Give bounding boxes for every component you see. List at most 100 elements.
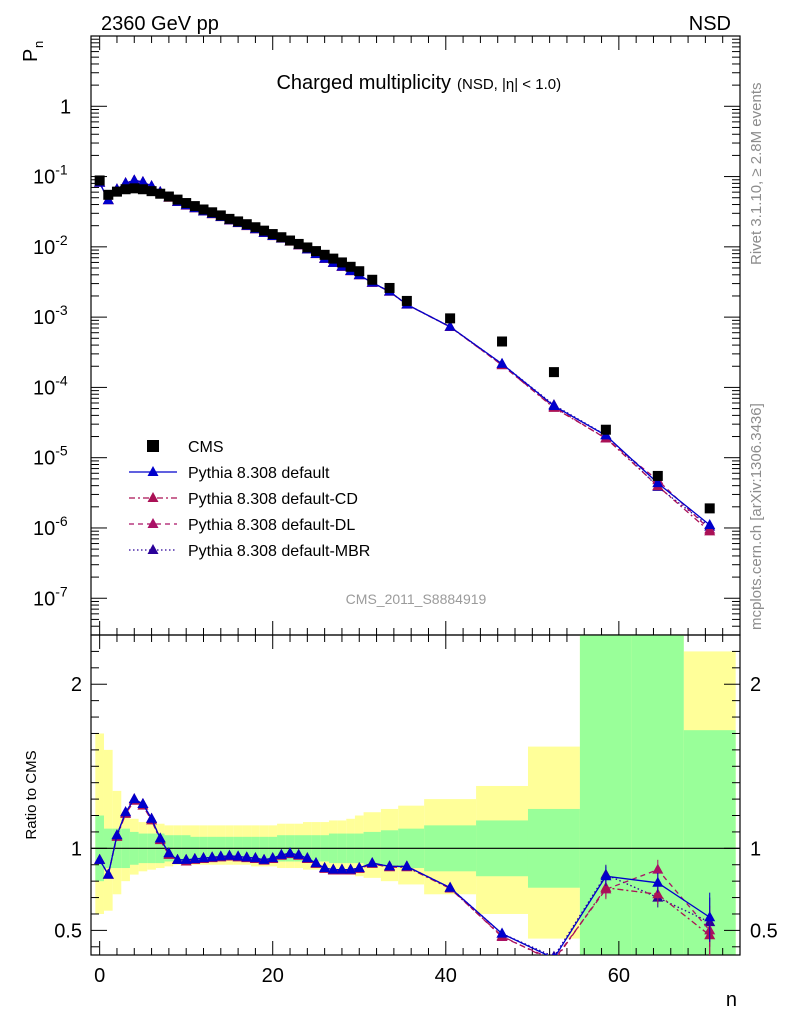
- cms-point: [497, 336, 508, 347]
- ratio-marker: [249, 852, 261, 863]
- cms-point: [233, 216, 244, 227]
- header-left: 2360 GeV pp: [101, 13, 219, 35]
- analysis-id: CMS_2011_S8884919: [346, 591, 487, 607]
- main-plot: 10-7 10-6 10-5 10-4 10-3 10-2 10-1 1: [33, 35, 741, 649]
- title: Charged multiplicity: [276, 72, 451, 94]
- series-marker: [652, 477, 664, 488]
- ratio-marker: [600, 881, 612, 892]
- series-marker: [444, 320, 456, 331]
- y-tick-label: 10-1: [33, 162, 68, 189]
- ratio-tick-label-left: 1: [71, 838, 82, 860]
- legend-swatch: [147, 544, 159, 554]
- cms-point: [319, 249, 330, 260]
- cms-point: [328, 253, 339, 264]
- legend-label: Pythia 8.308 default-DL: [188, 517, 355, 534]
- ratio-marker: [704, 911, 716, 922]
- series-marker: [704, 519, 716, 530]
- ratio-marker: [258, 853, 270, 864]
- cms-point: [336, 257, 347, 268]
- y-axis-title: P n: [20, 41, 46, 62]
- ratio-marker: [275, 848, 287, 859]
- cms-point: [129, 183, 140, 194]
- ratio-tick-label-right: 2: [750, 674, 761, 696]
- x-tick-label: 20: [262, 965, 284, 987]
- legend-entry: CMS: [147, 439, 224, 456]
- cms-point: [367, 274, 378, 285]
- cms-point: [111, 186, 122, 197]
- cms-point: [207, 207, 218, 218]
- series-marker: [548, 399, 560, 410]
- ratio-ylabel: Ratio to CMS: [23, 750, 40, 839]
- cms-point: [155, 188, 166, 199]
- ratio-marker: [293, 848, 305, 859]
- ratio-marker: [366, 857, 378, 868]
- legend-swatch: [147, 440, 159, 452]
- cms-point: [345, 261, 356, 272]
- ratio-marker: [284, 847, 296, 858]
- cms-point: [215, 210, 226, 221]
- side-label-rivet: Rivet 3.1.10, ≥ 2.8M events: [748, 83, 765, 266]
- cms-point: [250, 222, 261, 233]
- ratio-marker: [319, 862, 331, 873]
- series-marker: [496, 357, 508, 368]
- ratio-marker: [652, 876, 664, 887]
- ratio-marker: [241, 851, 253, 862]
- cms-data: [94, 175, 715, 514]
- ratio-tick-label-left: 2: [71, 674, 82, 696]
- cms-point: [401, 295, 412, 306]
- ratio-tick-label-right: 1: [750, 838, 761, 860]
- ratio-marker: [206, 851, 218, 862]
- ratio-marker: [600, 870, 612, 881]
- x-tick-label: 40: [435, 965, 457, 987]
- series-marker: [137, 175, 149, 186]
- cms-point: [600, 424, 611, 435]
- y-tick-label: 10-4: [33, 372, 68, 399]
- ratio-marker: [163, 847, 175, 858]
- legend-label: CMS: [188, 439, 224, 456]
- cms-point: [293, 238, 304, 249]
- cms-point: [172, 194, 183, 205]
- legend-label: Pythia 8.308 default: [188, 465, 330, 482]
- y-tick-label: 10-2: [33, 232, 68, 259]
- ratio-marker: [146, 812, 158, 823]
- cms-point: [652, 470, 663, 481]
- series-marker: [128, 174, 140, 185]
- ratio-marker: [496, 927, 508, 938]
- xlabel: n: [726, 989, 737, 1011]
- ratio-marker: [111, 829, 123, 840]
- ratio-marker: [137, 798, 149, 809]
- legend-label: Pythia 8.308 default-MBR: [188, 543, 370, 560]
- ratio-marker: [444, 881, 456, 892]
- ratio-marker: [197, 852, 209, 863]
- cms-point: [354, 266, 365, 277]
- ratio-tick-label-left: 0.5: [54, 920, 82, 942]
- ratio-marker: [154, 832, 166, 843]
- cms-point: [103, 189, 114, 200]
- y-tick-label: 10-5: [33, 443, 68, 470]
- ratio-marker: [172, 853, 184, 864]
- cms-point: [189, 201, 200, 212]
- x-tick-label: 60: [608, 965, 630, 987]
- ratio-marker: [215, 850, 227, 861]
- uncertainty-band-inner: [579, 635, 632, 955]
- cms-point: [445, 313, 456, 324]
- ratio-marker: [336, 863, 348, 874]
- cms-point: [241, 219, 252, 230]
- ratio-marker: [652, 888, 664, 899]
- ratio-plot: 0 20 40 60 0.5 0.5 1 1 2 2: [54, 634, 778, 987]
- ratio-line: [99, 798, 711, 955]
- ratio-marker: [345, 863, 357, 874]
- header-right: NSD: [689, 13, 731, 35]
- cms-point: [276, 232, 287, 243]
- y-tick-label: 10-7: [33, 583, 68, 610]
- ratio-tick-label-right: 0.5: [750, 920, 778, 942]
- legend: CMS Pythia 8.308 default Pythia 8.308 defa…: [129, 439, 370, 560]
- title-sub: (NSD, |η| < 1.0): [457, 76, 561, 93]
- cms-point: [548, 367, 559, 378]
- side-label-mcplots: mcplots.cern.ch [arXiv:1306.3436]: [748, 403, 765, 630]
- legend-entry: Pythia 8.308 default-CD: [129, 491, 358, 508]
- ratio-marker: [353, 862, 365, 873]
- ratio-marker: [120, 806, 132, 817]
- ratio-bands: [95, 635, 736, 955]
